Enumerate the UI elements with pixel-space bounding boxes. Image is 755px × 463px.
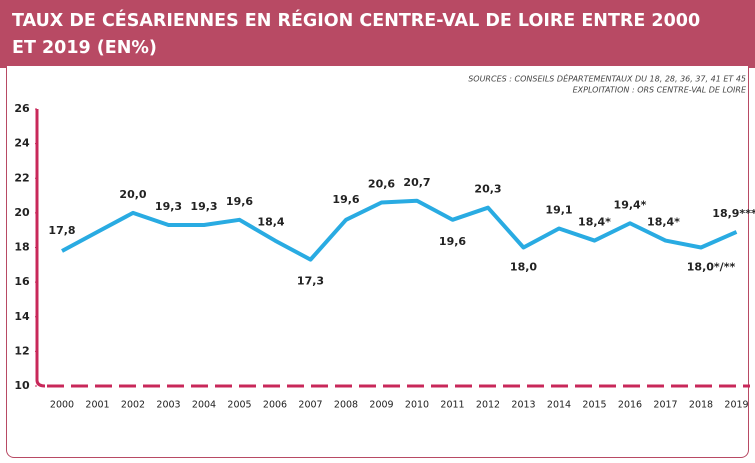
y-tick-label: 26 — [14, 102, 30, 115]
x-tick-label: 2003 — [156, 400, 180, 411]
x-tick-label: 2013 — [511, 400, 535, 411]
x-tick-label: 2006 — [263, 400, 287, 411]
x-tick-label: 2017 — [653, 400, 677, 411]
data-label: 18,0 — [510, 261, 537, 274]
y-tick-label: 18 — [14, 241, 29, 254]
data-label: 20,0 — [119, 188, 146, 201]
data-label: 19,3 — [190, 200, 217, 213]
x-tick-label: 2012 — [476, 400, 500, 411]
data-label: 18,9*** — [712, 207, 755, 220]
x-tick-label: 2002 — [121, 400, 145, 411]
data-label: 19,3 — [155, 200, 182, 213]
x-tick-label: 2016 — [618, 400, 642, 411]
data-label: 19,6 — [226, 195, 253, 208]
x-tick-label: 2004 — [192, 400, 216, 411]
x-tick-label: 2015 — [582, 400, 606, 411]
data-label: 20,6 — [368, 177, 395, 190]
data-label: 18,4* — [578, 216, 611, 229]
line — [61, 198, 738, 262]
data-label: 19,1 — [545, 203, 572, 216]
data-label: 18,4* — [647, 216, 680, 229]
x-tick-label: 2001 — [85, 400, 109, 411]
y-tick-label: 10 — [14, 379, 30, 392]
x-tick-label: 2018 — [689, 400, 713, 411]
x-tick-label: 2008 — [334, 400, 358, 411]
x-tick-label: 2009 — [369, 400, 393, 411]
x-tick-label: 2005 — [227, 400, 251, 411]
data-label: 19,6 — [332, 193, 359, 206]
data-label: 17,3 — [297, 275, 324, 288]
data-label: 19,6 — [439, 235, 466, 248]
data-label: 17,8 — [48, 224, 75, 237]
data-label: 20,7 — [403, 176, 430, 189]
y-tick-label: 12 — [14, 344, 29, 357]
data-label: 18,0*/** — [687, 261, 736, 274]
data-label: 19,4* — [614, 198, 647, 211]
source-note: SOURCES : CONSEILS DÉPARTEMENTAUX DU 18,… — [468, 73, 746, 84]
x-tick-label: 2011 — [440, 400, 464, 411]
header: TAUX DE CÉSARIENNES EN RÉGION CENTRE-VAL… — [0, 0, 755, 68]
panel — [6, 66, 749, 458]
data-label: 18,4 — [257, 216, 284, 229]
y-tick-label: 22 — [14, 171, 29, 184]
data-label: 20,3 — [474, 183, 501, 196]
y-tick-label: 24 — [14, 137, 30, 150]
x-tick-label: 2010 — [405, 400, 429, 411]
y-tick-label: 16 — [14, 275, 30, 288]
x-tick-label: 2019 — [724, 400, 748, 411]
x-tick-label: 2014 — [547, 400, 571, 411]
y-tick-label: 14 — [14, 310, 30, 323]
source-note: EXPLOITATION : ORS CENTRE-VAL DE LOIRE — [573, 86, 747, 95]
y-axis — [35, 109, 46, 388]
x-tick-label: 2007 — [298, 400, 322, 411]
chart-title: TAUX DE CÉSARIENNES EN RÉGION CENTRE-VAL… — [12, 11, 701, 58]
x-tick-label: 2000 — [50, 400, 74, 411]
y-tick-label: 20 — [14, 206, 30, 219]
